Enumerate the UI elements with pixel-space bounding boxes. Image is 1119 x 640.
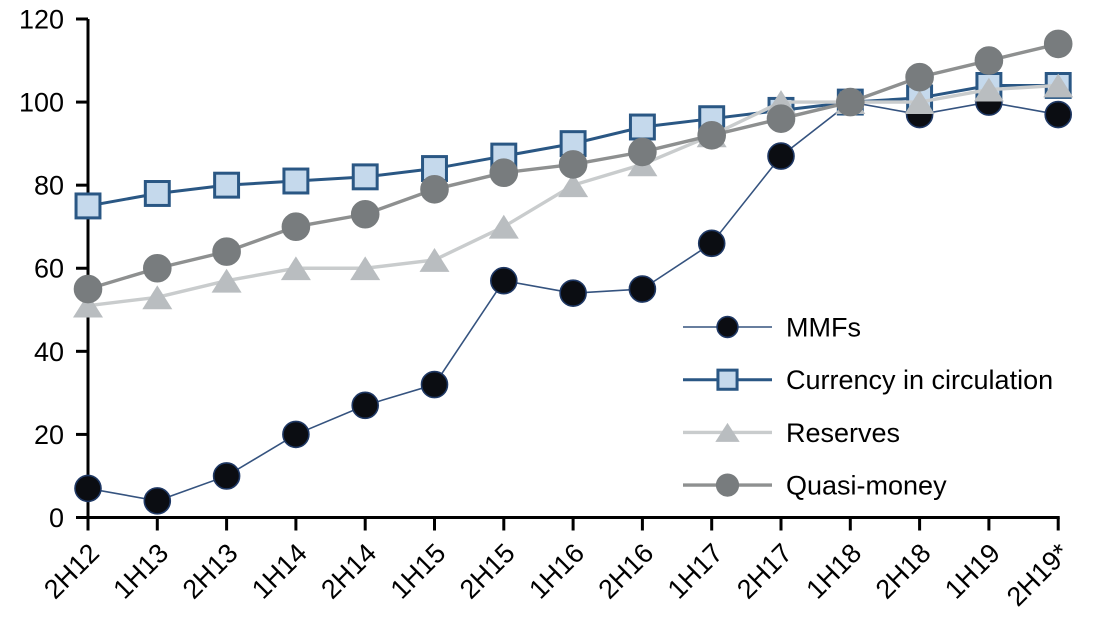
marker-mmfs bbox=[282, 420, 310, 449]
marker-reserves bbox=[1043, 73, 1074, 98]
y-tick-label: 80 bbox=[34, 171, 64, 201]
marker-quasi-money bbox=[281, 212, 311, 242]
legend-item-mmfs: MMFs bbox=[683, 312, 861, 342]
marker-currency-in-circulation bbox=[74, 192, 102, 220]
marker-mmfs bbox=[420, 370, 449, 399]
x-tick-label: 2H19* bbox=[1001, 537, 1076, 612]
marker-mmfs bbox=[697, 229, 726, 258]
marker-mmfs bbox=[74, 474, 102, 503]
legend-marker-currency-in-circulation bbox=[716, 368, 739, 391]
x-axis: 2H12 1H13 2H13 1H14 2H14 1H15 2H15 1H16 2H16 1H17… bbox=[38, 516, 1076, 612]
legend-item-currency-in-circulation: Currency in circulation bbox=[683, 365, 1053, 395]
marker-quasi-money bbox=[143, 253, 172, 283]
y-tick-label: 0 bbox=[49, 503, 64, 533]
marker-quasi-money bbox=[766, 104, 796, 133]
series-reserves bbox=[73, 73, 1074, 318]
marker-mmfs bbox=[767, 142, 795, 170]
x-tick-label: 1H17 bbox=[662, 538, 729, 605]
marker-quasi-money bbox=[350, 199, 380, 229]
y-axis: 0 20 40 60 80 100 120 bbox=[19, 4, 90, 533]
marker-reserves bbox=[350, 256, 381, 281]
x-tick-label: 2H13 bbox=[177, 538, 244, 605]
x-tick-label: 1H18 bbox=[800, 538, 867, 605]
legend-label-reserves: Reserves bbox=[786, 418, 900, 448]
marker-quasi-money bbox=[697, 121, 727, 150]
marker-quasi-money bbox=[558, 150, 588, 179]
y-tick-label: 100 bbox=[19, 88, 64, 118]
x-tick-label: 1H16 bbox=[523, 538, 590, 605]
legend-item-quasi-money: Quasi-money bbox=[683, 471, 947, 501]
marker-currency-in-circulation bbox=[143, 180, 171, 207]
marker-reserves bbox=[419, 248, 450, 272]
x-tick-label: 1H15 bbox=[385, 538, 452, 605]
marker-reserves bbox=[973, 77, 1004, 102]
marker-reserves bbox=[142, 285, 173, 310]
legend-marker-reserves bbox=[715, 422, 740, 442]
marker-currency-in-circulation bbox=[351, 163, 379, 191]
marker-quasi-money bbox=[73, 274, 103, 304]
x-tick-label: 1H14 bbox=[246, 538, 313, 605]
legend-label-mmfs: MMFs bbox=[786, 312, 861, 342]
legend-label-quasi-money: Quasi-money bbox=[786, 471, 947, 501]
legend: MMFs Currency in circulation Reserves Quasi… bbox=[683, 312, 1053, 501]
marker-quasi-money bbox=[1043, 29, 1073, 59]
x-tick-label: 1H19 bbox=[939, 538, 1006, 605]
marker-quasi-money bbox=[212, 237, 241, 266]
series-mmfs bbox=[74, 88, 1072, 515]
marker-reserves bbox=[558, 173, 589, 198]
marker-quasi-money bbox=[420, 175, 449, 204]
marker-quasi-money bbox=[489, 158, 519, 188]
x-tick-label: 2H12 bbox=[38, 538, 105, 605]
legend-marker-mmfs bbox=[716, 315, 739, 339]
marker-reserves bbox=[904, 90, 935, 114]
x-tick-label: 2H18 bbox=[870, 538, 937, 605]
series-quasi-money bbox=[73, 29, 1073, 304]
marker-quasi-money bbox=[974, 46, 1004, 75]
y-tick-label: 60 bbox=[34, 254, 64, 284]
legend-marker-quasi-money bbox=[715, 473, 740, 497]
marker-reserves bbox=[211, 268, 242, 293]
y-tick-label: 40 bbox=[34, 337, 64, 367]
y-tick-label: 20 bbox=[34, 420, 64, 450]
legend-label-currency-in-circulation: Currency in circulation bbox=[786, 365, 1053, 395]
x-tick-label: 1H13 bbox=[107, 538, 174, 605]
marker-mmfs bbox=[212, 462, 241, 490]
marker-mmfs bbox=[351, 391, 380, 420]
marker-mmfs bbox=[1044, 100, 1072, 129]
marker-currency-in-circulation bbox=[282, 167, 310, 195]
marker-quasi-money bbox=[835, 87, 865, 117]
legend-item-reserves: Reserves bbox=[683, 418, 900, 448]
marker-reserves bbox=[488, 214, 519, 239]
marker-currency-in-circulation bbox=[628, 113, 656, 141]
marker-quasi-money bbox=[905, 62, 934, 92]
marker-quasi-money bbox=[628, 137, 657, 167]
marker-mmfs bbox=[559, 279, 587, 307]
marker-currency-in-circulation bbox=[213, 171, 241, 199]
x-tick-label: 2H17 bbox=[731, 538, 798, 605]
marker-mmfs bbox=[143, 487, 172, 515]
marker-mmfs bbox=[489, 266, 518, 295]
marker-mmfs bbox=[628, 275, 657, 303]
marker-reserves bbox=[73, 293, 103, 318]
x-tick-label: 2H15 bbox=[454, 538, 521, 605]
y-tick-label: 120 bbox=[19, 4, 64, 34]
x-tick-label: 2H14 bbox=[315, 538, 382, 605]
x-tick-label: 2H16 bbox=[593, 538, 660, 605]
marker-reserves bbox=[280, 256, 311, 281]
